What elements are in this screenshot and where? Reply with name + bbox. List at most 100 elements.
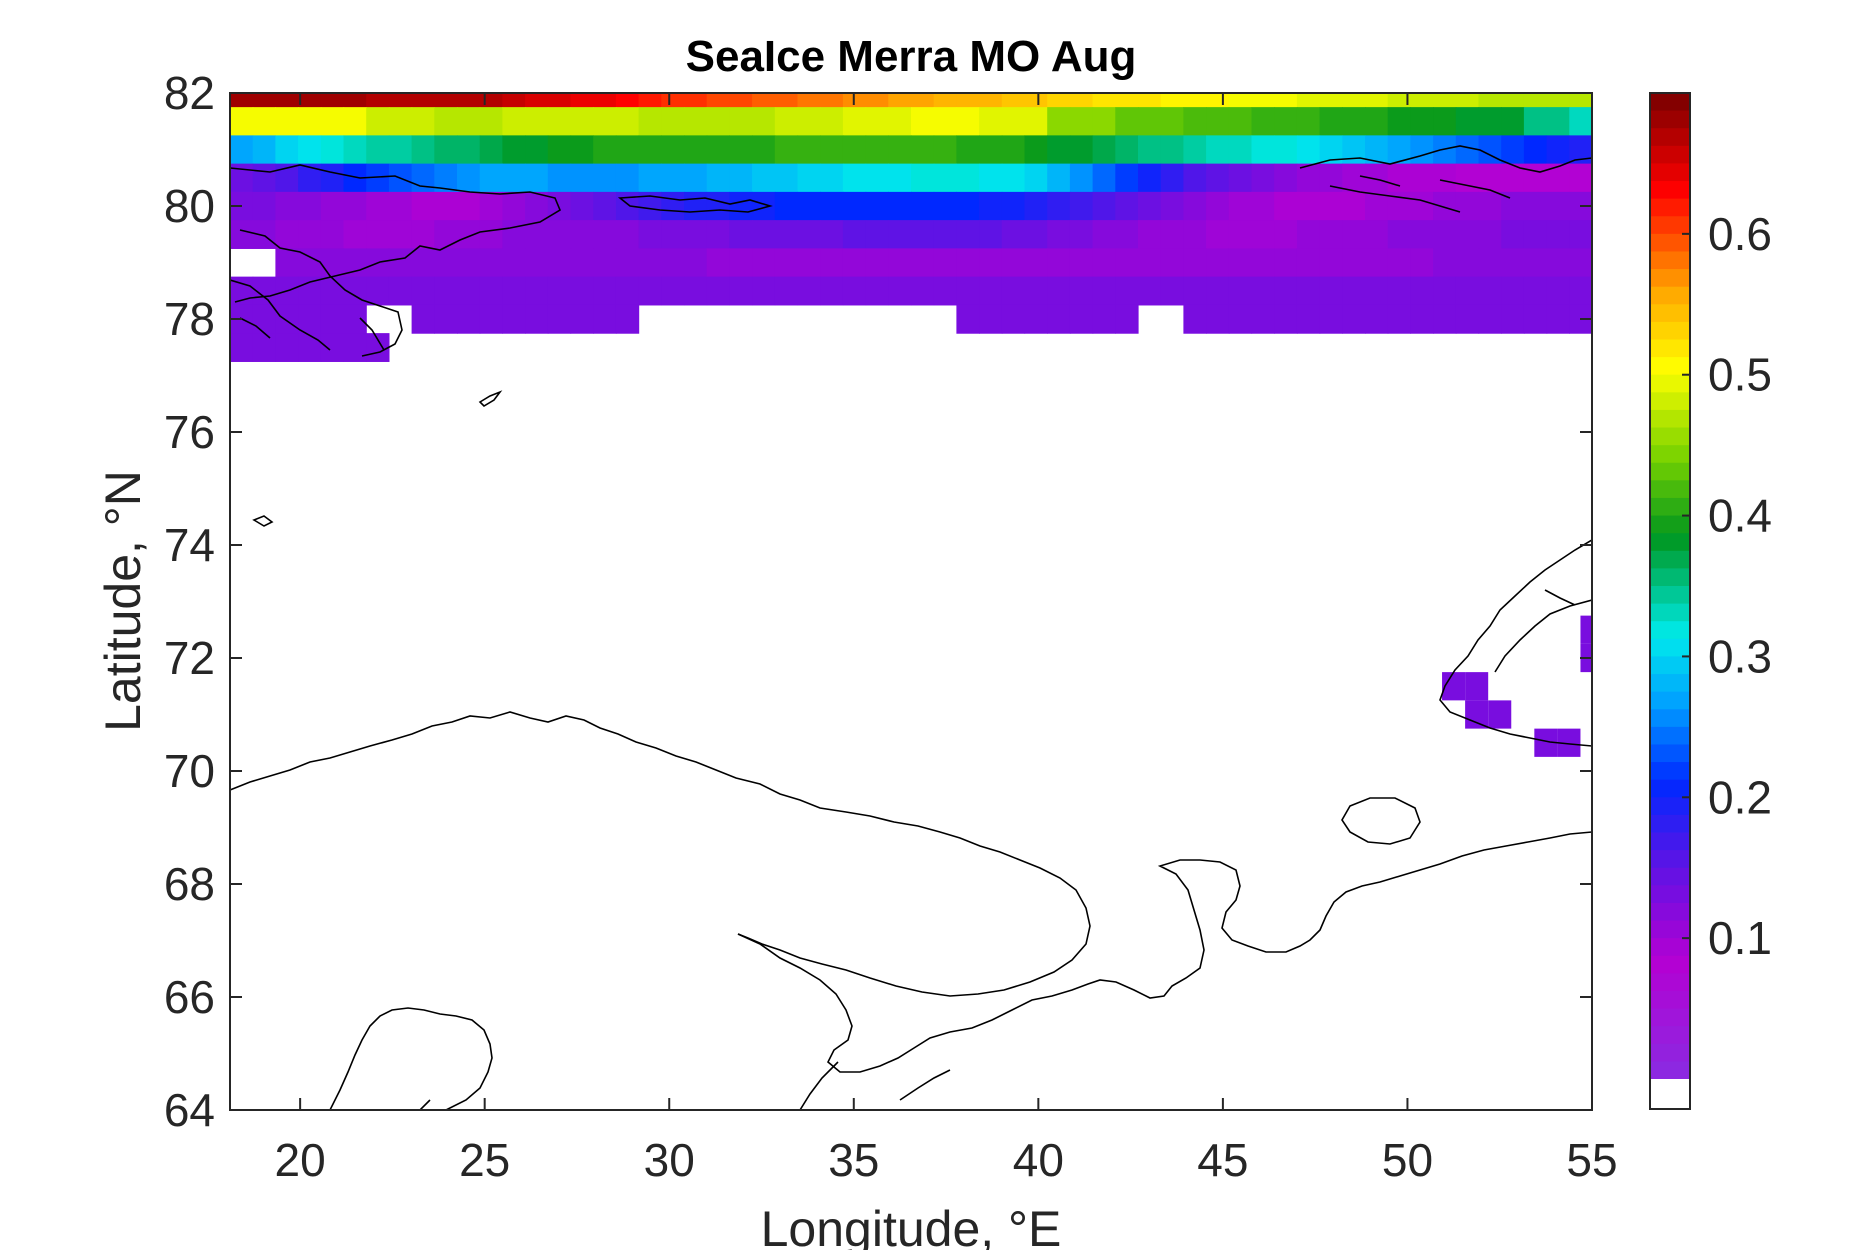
heatmap-cell <box>502 163 526 193</box>
colorbar-band <box>1650 145 1690 165</box>
heatmap-cell <box>1206 191 1230 221</box>
heatmap-cell <box>979 220 1003 249</box>
heatmap-cell <box>1251 135 1275 165</box>
heatmap-cell <box>1433 107 1457 136</box>
heatmap-cell <box>638 163 662 193</box>
heatmap-cell <box>434 191 458 221</box>
heatmap-cell <box>320 191 345 221</box>
colorbar-band <box>1650 797 1690 816</box>
heatmap-cell <box>343 107 367 136</box>
heatmap-cell <box>593 220 617 249</box>
heatmap-cell <box>593 93 617 108</box>
heatmap-cell <box>865 163 889 193</box>
heatmap-cell <box>933 163 957 193</box>
heatmap-cell <box>1024 248 1048 278</box>
heatmap-cell <box>1465 672 1489 701</box>
heatmap-cell <box>1183 304 1207 334</box>
heatmap-cell <box>275 135 299 165</box>
colorbar-band <box>1650 533 1690 552</box>
heatmap-cell <box>1047 220 1071 249</box>
heatmap-cell <box>1387 163 1411 193</box>
heatmap-cell <box>956 93 980 108</box>
heatmap-cell <box>1228 304 1253 334</box>
heatmap-cell <box>1069 304 1094 334</box>
heatmap-cell <box>774 93 799 108</box>
heatmap-cell <box>1365 107 1389 136</box>
heatmap-cell <box>729 191 753 221</box>
heatmap-cell <box>1115 107 1139 136</box>
heatmap-cell <box>1138 220 1162 249</box>
heatmap-cell <box>684 93 708 108</box>
heatmap-cell <box>1580 615 1592 644</box>
heatmap-cell <box>275 304 299 334</box>
heatmap-cell <box>502 107 526 136</box>
heatmap-cell <box>797 93 821 108</box>
heatmap-cell <box>1478 276 1502 306</box>
heatmap-cell <box>956 220 980 249</box>
heatmap-cell <box>888 93 912 108</box>
heatmap-cell <box>547 276 572 306</box>
heatmap-cell <box>479 248 503 278</box>
heatmap-cell <box>1047 248 1071 278</box>
heatmap-cell <box>525 304 549 334</box>
heatmap-cell <box>1047 276 1071 306</box>
heatmap-cell <box>933 107 957 136</box>
heatmap-cell <box>320 248 345 278</box>
heatmap-cell <box>1047 107 1071 136</box>
heatmap-cell <box>638 220 662 249</box>
heatmap-cell <box>457 220 481 249</box>
heatmap-cell <box>1296 191 1321 221</box>
colorbar-band <box>1650 621 1690 640</box>
heatmap-cell <box>956 276 980 306</box>
heatmap-cell <box>865 107 889 136</box>
heatmap-cell <box>1442 672 1466 701</box>
heatmap-cell <box>774 220 799 249</box>
heatmap-cell <box>1069 93 1094 108</box>
heatmap-cell <box>388 220 413 249</box>
heatmap-cell <box>956 135 980 165</box>
heatmap-cell <box>434 93 458 108</box>
heatmap-cell <box>570 93 594 108</box>
heatmap-cell <box>1024 135 1048 165</box>
heatmap-cell <box>1387 248 1411 278</box>
kola-norway-coastline <box>230 711 1091 997</box>
heatmap-cell <box>1455 107 1480 136</box>
norway-scandinavia-coastline <box>329 1007 493 1110</box>
heatmap-cell <box>298 163 322 193</box>
heatmap-cell <box>1047 191 1071 221</box>
heatmap-cell <box>1183 163 1207 193</box>
heatmap-cell <box>388 276 413 306</box>
heatmap-cell <box>1455 93 1480 108</box>
heatmap-cell <box>1069 163 1094 193</box>
heatmap-cell <box>1001 304 1026 334</box>
franz-josef-coastline <box>1299 145 1592 213</box>
heatmap-cell <box>275 248 299 278</box>
heatmap-cell <box>797 135 821 165</box>
heatmap-cell <box>525 248 549 278</box>
heatmap-cell <box>479 107 503 136</box>
white-sea-coastline <box>737 831 1592 1073</box>
x-tick-label: 20 <box>275 1134 326 1186</box>
heatmap-cell <box>434 107 458 136</box>
heatmap-cell <box>275 163 299 193</box>
heatmap-cell <box>1251 107 1275 136</box>
heatmap-cell <box>661 276 685 306</box>
heatmap-cell <box>252 333 276 362</box>
heatmap-cell <box>525 163 549 193</box>
heatmap-cell <box>1228 276 1253 306</box>
heatmap-cell <box>1478 107 1502 136</box>
colorbar-band <box>1650 568 1690 587</box>
colorbar-band <box>1650 445 1690 464</box>
heatmap-cell <box>479 304 503 334</box>
heatmap-cell <box>320 163 345 193</box>
heatmap-cell <box>457 93 481 108</box>
heatmap-cell <box>797 191 821 221</box>
heatmap-cell <box>979 248 1003 278</box>
heatmap-cell <box>230 163 254 193</box>
heatmap-cell <box>388 107 413 136</box>
heatmap-cell <box>343 220 367 249</box>
heatmap-cell <box>1501 276 1525 306</box>
heatmap-cell <box>1501 191 1525 221</box>
heatmap-cell <box>547 135 572 165</box>
heatmap-cell <box>1115 220 1139 249</box>
